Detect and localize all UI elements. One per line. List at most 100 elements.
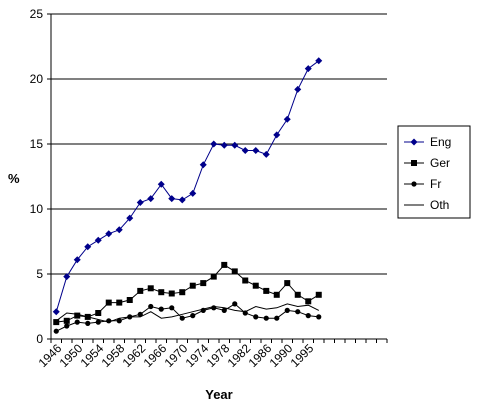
data-point [283, 115, 291, 123]
x-axis-title: Year [205, 387, 232, 402]
legend-item-oth: Oth [404, 198, 449, 212]
data-point [178, 196, 186, 204]
legend-label: Ger [430, 156, 450, 170]
data-point [53, 328, 59, 334]
data-point [74, 319, 80, 325]
data-point [168, 195, 176, 203]
data-point [273, 131, 281, 139]
data-point [305, 298, 312, 305]
data-point [179, 315, 185, 321]
data-point [274, 315, 280, 321]
data-point [190, 313, 196, 319]
data-point [294, 85, 302, 93]
data-point [137, 311, 143, 317]
data-point [64, 323, 70, 329]
data-point [221, 307, 227, 313]
data-point [242, 277, 249, 284]
y-tick-label: 25 [30, 7, 44, 21]
data-point [189, 282, 196, 289]
series-eng [52, 57, 323, 316]
y-axis-title: % [8, 171, 20, 186]
data-point [52, 308, 60, 316]
y-tick-label: 10 [30, 202, 44, 216]
data-point [106, 318, 112, 324]
data-point [63, 273, 71, 281]
data-point [63, 317, 70, 324]
legend: Eng Ger Fr Oth [397, 125, 471, 219]
series-group [52, 57, 323, 334]
data-point [231, 268, 238, 275]
data-point [316, 314, 322, 320]
data-point [74, 312, 81, 319]
legend-box [397, 125, 471, 219]
data-point [210, 273, 217, 280]
series-line-oth [56, 303, 320, 323]
data-point [116, 318, 122, 324]
gridlines [51, 13, 387, 275]
data-point [315, 291, 322, 298]
data-point [220, 141, 228, 149]
data-point [211, 305, 217, 311]
data-point [252, 147, 260, 154]
data-point [179, 289, 186, 296]
legend-label: Fr [430, 177, 441, 191]
y-tick-label: 20 [30, 72, 44, 86]
data-point [168, 290, 175, 297]
data-point [273, 291, 280, 298]
data-point [241, 147, 249, 154]
data-point [200, 280, 207, 287]
data-point [126, 214, 134, 222]
data-point [252, 282, 259, 289]
tick-labels: 0510152025194619501954195819621966197019… [30, 7, 317, 370]
data-point [199, 161, 207, 169]
data-point [84, 243, 92, 251]
data-point [115, 226, 123, 234]
data-point [263, 287, 270, 294]
data-point [284, 280, 291, 287]
data-point [157, 180, 165, 188]
legend-item-eng: Eng [404, 135, 451, 149]
series-ger [53, 261, 322, 326]
legend-label: Eng [430, 135, 451, 149]
data-point [85, 320, 91, 326]
data-point [73, 256, 81, 264]
data-point [189, 189, 197, 197]
data-point [263, 315, 269, 321]
data-point [147, 285, 154, 292]
data-point [158, 306, 164, 312]
data-point [147, 195, 155, 203]
data-point [116, 299, 123, 306]
data-point [284, 307, 290, 313]
data-point [137, 287, 144, 294]
data-point [94, 236, 102, 244]
data-point [210, 140, 218, 148]
data-point [232, 301, 238, 307]
data-point [305, 313, 311, 319]
legend-marker [411, 160, 417, 166]
data-point [315, 57, 323, 65]
series-oth [56, 303, 320, 323]
y-tick-label: 5 [36, 267, 43, 281]
data-point [231, 141, 239, 149]
data-point [148, 303, 154, 310]
data-point [126, 297, 133, 303]
axes [47, 13, 388, 343]
data-point [95, 319, 101, 325]
data-point [262, 150, 270, 158]
data-point [169, 305, 175, 311]
data-point [253, 314, 259, 320]
x-tick-label: 1995 [288, 341, 317, 370]
data-point [221, 261, 228, 268]
legend-item-fr: Fr [404, 177, 441, 191]
data-point [295, 309, 301, 315]
data-point [304, 65, 312, 73]
data-point [105, 299, 112, 306]
data-point [53, 319, 60, 326]
legend-marker [411, 181, 417, 187]
y-tick-label: 0 [36, 332, 43, 346]
legend-item-ger: Ger [404, 156, 450, 170]
data-point [95, 310, 102, 316]
data-point [105, 230, 113, 238]
data-point [136, 199, 144, 206]
